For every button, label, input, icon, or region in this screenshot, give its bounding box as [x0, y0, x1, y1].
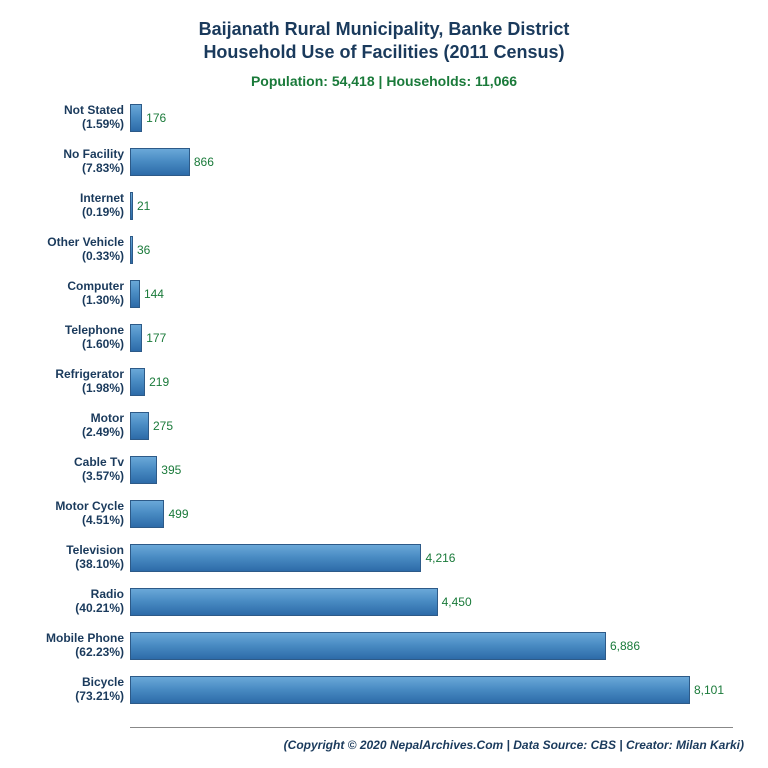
bar-value: 8,101: [694, 683, 724, 697]
chart-subtitle: Population: 54,418 | Households: 11,066: [24, 73, 744, 89]
bar-row: Other Vehicle(0.33%)36: [130, 236, 733, 264]
bar-row: Refrigerator(1.98%)219: [130, 368, 733, 396]
bar-label: Cable Tv(3.57%): [74, 456, 130, 484]
bar-value: 176: [146, 111, 166, 125]
bar-label: Radio(40.21%): [75, 588, 130, 616]
bar-value: 4,216: [425, 551, 455, 565]
bar-value: 499: [168, 507, 188, 521]
bar: [130, 676, 690, 704]
bar-row: No Facility(7.83%)866: [130, 148, 733, 176]
bar-value: 21: [137, 199, 150, 213]
bar: [130, 500, 164, 528]
bar-row: Internet(0.19%)21: [130, 192, 733, 220]
bar: [130, 544, 421, 572]
bar-value: 275: [153, 419, 173, 433]
bar: [130, 632, 606, 660]
chart-title: Baijanath Rural Municipality, Banke Dist…: [24, 18, 744, 63]
bar-label: Mobile Phone(62.23%): [46, 632, 130, 660]
bar-row: Mobile Phone(62.23%)6,886: [130, 632, 733, 660]
bar: [130, 588, 438, 616]
bar: [130, 456, 157, 484]
bar: [130, 236, 133, 264]
bar-row: Cable Tv(3.57%)395: [130, 456, 733, 484]
bar-value: 866: [194, 155, 214, 169]
bar-label: Other Vehicle(0.33%): [47, 236, 130, 264]
bar: [130, 148, 190, 176]
bar-row: Bicycle(73.21%)8,101: [130, 676, 733, 704]
bar-label: Bicycle(73.21%): [75, 676, 130, 704]
bar: [130, 192, 133, 220]
chart-footer: (Copyright © 2020 NepalArchives.Com | Da…: [0, 738, 744, 752]
bar-label: Not Stated(1.59%): [64, 104, 130, 132]
bar-label: Telephone(1.60%): [65, 324, 130, 352]
bar-row: Radio(40.21%)4,450: [130, 588, 733, 616]
bar-row: Motor Cycle(4.51%)499: [130, 500, 733, 528]
bar-value: 177: [146, 331, 166, 345]
plot-area: Not Stated(1.59%)176 No Facility(7.83%)86…: [130, 100, 733, 728]
bar: [130, 104, 142, 132]
bar-value: 36: [137, 243, 150, 257]
bar-value: 4,450: [442, 595, 472, 609]
bar: [130, 368, 145, 396]
title-line-1: Baijanath Rural Municipality, Banke Dist…: [199, 19, 570, 39]
title-line-2: Household Use of Facilities (2011 Census…: [203, 42, 564, 62]
bar-value: 395: [161, 463, 181, 477]
bar-value: 6,886: [610, 639, 640, 653]
chart-container: Baijanath Rural Municipality, Banke Dist…: [0, 0, 768, 768]
bar-value: 219: [149, 375, 169, 389]
bar-label: Computer(1.30%): [67, 280, 130, 308]
bar-label: Motor Cycle(4.51%): [55, 500, 130, 528]
bar-label: Refrigerator(1.98%): [55, 368, 130, 396]
bar-row: Motor(2.49%)275: [130, 412, 733, 440]
bar-label: Motor(2.49%): [82, 412, 130, 440]
bar-row: Telephone(1.60%)177: [130, 324, 733, 352]
bar-row: Not Stated(1.59%)176: [130, 104, 733, 132]
bar-label: Internet(0.19%): [80, 192, 130, 220]
bar-row: Computer(1.30%)144: [130, 280, 733, 308]
bar: [130, 324, 142, 352]
bar-row: Television(38.10%)4,216: [130, 544, 733, 572]
bar-value: 144: [144, 287, 164, 301]
bar: [130, 412, 149, 440]
bar: [130, 280, 140, 308]
bar-label: No Facility(7.83%): [63, 148, 130, 176]
bar-label: Television(38.10%): [66, 544, 130, 572]
